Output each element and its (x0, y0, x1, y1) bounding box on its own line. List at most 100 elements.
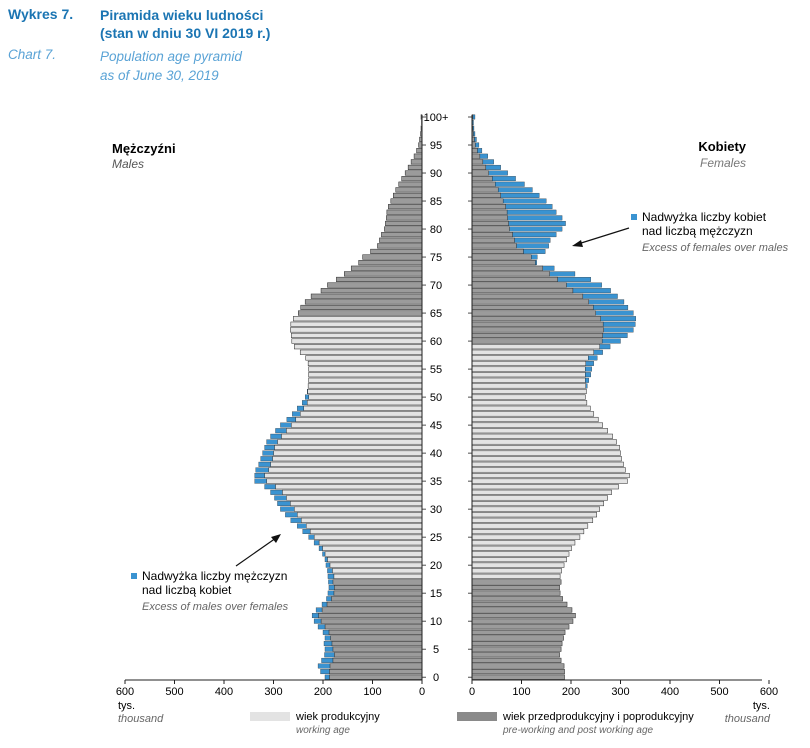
female-excess-bar-age-99 (472, 120, 474, 126)
male-bar-age-28 (300, 517, 423, 523)
female-bar-age-20 (471, 562, 565, 568)
female-excess-bar-age-54 (585, 372, 591, 378)
male-bar-age-10 (320, 618, 423, 624)
male-bar-age-4 (334, 652, 423, 658)
male-bar-age-29 (297, 512, 423, 518)
male-bar-age-63 (290, 321, 423, 327)
female-bar-age-33 (471, 489, 612, 495)
male-bar-age-73 (350, 265, 423, 271)
female-bar-age-8 (471, 629, 566, 635)
female-excess-bar-age-97 (473, 131, 476, 137)
chart-title-pl-line1: Piramida wieku ludności (100, 7, 264, 23)
male-bar-age-27 (305, 523, 423, 529)
male-excess-bar-age-38 (258, 461, 271, 467)
female-bar-age-87 (471, 187, 499, 193)
female-excess-bar-age-89 (492, 176, 516, 182)
female-bar-age-24 (471, 540, 576, 546)
female-bar-age-55 (471, 366, 586, 372)
male-bar-age-38 (270, 461, 423, 467)
male-excess-bar-age-17 (328, 579, 334, 585)
x-unit-pl-left: tys. (118, 700, 135, 712)
females-label-en: Females (700, 156, 746, 170)
female-excess-bar-age-68 (582, 293, 618, 299)
female-excess-bar-age-88 (495, 181, 525, 187)
male-bar-age-44 (286, 428, 423, 434)
female-bar-age-60 (471, 338, 603, 344)
female-x-tick-label-100: 100 (512, 686, 530, 698)
female-excess-bar-age-82 (507, 215, 563, 221)
female-bar-age-25 (471, 534, 581, 540)
male-bar-age-90 (404, 170, 423, 176)
female-excess-bar-age-83 (506, 209, 557, 215)
female-x-tick-label-300: 300 (611, 686, 629, 698)
female-excess-bar-age-52 (585, 383, 588, 389)
male-excess-bar-age-1 (320, 669, 330, 675)
male-bar-age-52 (307, 383, 423, 389)
male-excess-bar-age-10 (313, 618, 322, 624)
male-bars (254, 114, 423, 680)
female-excess-bar-age-55 (585, 366, 592, 372)
female-bar-age-18 (471, 573, 561, 579)
female-bar-age-36 (471, 472, 630, 479)
male-excess-bar-age-11 (311, 613, 319, 619)
male-bar-age-65 (298, 310, 423, 316)
males-excess-annotation-line1: Nadwyżka liczby mężczyzn (142, 569, 287, 583)
female-x-tick-label-600: 600 (760, 686, 778, 698)
male-bar-age-18 (333, 573, 423, 579)
y-tick-label-40: 40 (430, 448, 442, 460)
male-bar-age-91 (407, 164, 423, 170)
female-excess-bar-age-96 (474, 136, 477, 142)
female-bar-age-93 (471, 153, 481, 159)
male-excess-bar-age-41 (264, 445, 275, 450)
male-bar-age-42 (277, 439, 423, 445)
female-excess-bar-age-87 (498, 187, 533, 193)
male-bar-age-36 (264, 472, 423, 479)
male-bar-age-76 (370, 248, 423, 254)
male-bar-age-55 (308, 366, 423, 372)
female-bar-age-58 (471, 349, 595, 355)
male-excess-bar-age-22 (322, 551, 326, 557)
female-excess-bar-age-79 (512, 232, 557, 238)
male-excess-bar-age-47 (292, 411, 301, 417)
female-bar-age-12 (471, 607, 573, 613)
female-bar-age-19 (471, 568, 562, 574)
female-bar-age-63 (471, 321, 604, 327)
male-excess-bar-age-39 (260, 456, 273, 462)
male-excess-bar-age-30 (280, 506, 295, 512)
male-bar-age-1 (329, 669, 423, 675)
male-excess-bar-age-5 (324, 646, 334, 652)
female-bar-age-66 (471, 304, 594, 311)
male-bar-age-7 (330, 635, 423, 641)
legend-working-label: wiek produkcyjny (295, 711, 380, 723)
female-excess-bar-age-60 (602, 338, 621, 344)
male-bar-age-45 (291, 422, 423, 428)
male-excess-bar-age-4 (324, 652, 335, 658)
male-bar-age-93 (413, 153, 423, 159)
y-tick-label-10: 10 (430, 616, 442, 628)
male-excess-bar-age-46 (286, 417, 296, 422)
female-excess-bar-age-69 (572, 288, 611, 294)
female-bar-age-26 (471, 529, 585, 535)
male-excess-bar-age-23 (318, 545, 323, 551)
male-bar-age-71 (336, 276, 423, 283)
legend-nonworking-label: wiek przedprodukcyjny i poprodukcyjny (502, 711, 694, 723)
female-bar-age-79 (471, 232, 513, 238)
male-bar-age-49 (306, 400, 423, 406)
female-bar-age-94 (471, 148, 478, 154)
legend-working-swatch (250, 712, 290, 721)
female-bar-age-82 (471, 215, 508, 221)
males-label-en: Males (112, 157, 144, 171)
male-bar-age-92 (410, 159, 423, 165)
male-bar-age-61 (291, 332, 423, 339)
female-bar-age-68 (471, 293, 584, 299)
y-tick-label-35: 35 (430, 476, 442, 488)
female-excess-bar-age-77 (516, 243, 549, 249)
male-excess-bar-age-28 (290, 517, 302, 523)
male-bar-age-34 (275, 484, 423, 490)
male-excess-bar-age-24 (313, 540, 320, 546)
female-bar-age-91 (471, 164, 487, 170)
male-excess-bar-age-2 (317, 663, 331, 669)
female-excess-bar-age-91 (485, 164, 501, 170)
y-tick-label-90: 90 (430, 168, 442, 180)
